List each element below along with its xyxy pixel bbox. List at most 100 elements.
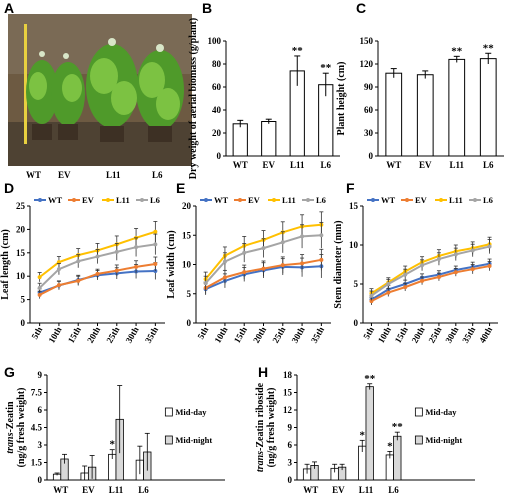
chart-c-ytick-label: 60: [364, 105, 374, 115]
chart-h-ytick-label: 9: [288, 423, 293, 433]
x-tick-label: WT: [386, 160, 401, 170]
data-point-l6: [369, 293, 374, 298]
series-line-l6: [370, 245, 490, 297]
x-tick-label: EV: [332, 485, 345, 495]
data-point-l6: [95, 254, 100, 259]
significance-mark: **: [364, 373, 376, 385]
panel-label-g: G: [4, 364, 15, 380]
data-point-l6: [487, 244, 492, 249]
data-point-l6: [242, 250, 247, 255]
y-axis-title-italic: trans: [255, 451, 266, 472]
panel-label-d: D: [4, 180, 15, 196]
chart-h-ytick-label: 15: [283, 388, 293, 398]
legend-label-l6: L6: [316, 195, 326, 205]
legend-swatch-mid-day: [414, 407, 423, 417]
chart-h-ytick-label: 18: [283, 370, 293, 380]
significance-mark: **: [292, 45, 304, 57]
x-tick-label: L6: [138, 485, 149, 495]
legend-swatch-mid-night: [414, 435, 423, 445]
legend-label-l11: L11: [449, 195, 463, 205]
chart-h-ytick-label: 0: [288, 475, 293, 485]
legend-label-l11: L11: [282, 195, 296, 205]
legend-marker-l11: [272, 198, 276, 202]
data-point-l6: [300, 234, 305, 239]
chart-c-ytick-label: 120: [360, 59, 374, 69]
legend-marker-l11: [439, 198, 443, 202]
data-point-l6: [280, 240, 285, 245]
data-point-ev: [153, 262, 158, 267]
significance-mark: **: [451, 45, 463, 57]
legend-marker-l6: [473, 198, 477, 202]
y-axis-title: Plant height (cm): [336, 62, 347, 136]
chart-c-ytick-label: 30: [364, 128, 374, 138]
chart-g-ytick-label: 9: [38, 370, 43, 380]
photo-label-ev: EV: [58, 170, 71, 180]
data-point-ev: [280, 263, 285, 268]
x-tick-label: WT: [233, 160, 248, 170]
data-point-l6: [153, 242, 158, 247]
legend-label-ev: EV: [248, 195, 261, 205]
legend-marker-wt: [371, 198, 375, 202]
legend-marker-ev: [405, 198, 409, 202]
chart-c-ytick-label: 0: [369, 151, 374, 161]
data-point-ev: [242, 270, 247, 275]
panel-label-c: C: [356, 0, 367, 16]
chart-f-ytick-label: 5: [354, 279, 359, 289]
chart-d-ytick-label: 25: [16, 201, 26, 211]
chart-d-ytick-label: 20: [16, 224, 26, 234]
chart-f-ytick-label: 10: [349, 240, 359, 250]
data-point-ev: [95, 271, 100, 276]
chart-g-ytick-label: 3: [38, 440, 43, 450]
data-point-l6: [114, 249, 119, 254]
chart-c-ytick-label: 150: [360, 36, 374, 46]
plant-photo-drawing: [8, 14, 192, 166]
legend-label-l6: L6: [483, 195, 493, 205]
data-point-l6: [319, 233, 324, 238]
data-point-l6: [453, 252, 458, 257]
data-point-l6: [203, 281, 208, 286]
y-axis-title: trans-Zeatin: [5, 401, 16, 454]
x-tick-label: L11: [290, 160, 305, 170]
significance-mark: **: [320, 62, 332, 74]
legend-label-ev: EV: [415, 195, 428, 205]
data-point-l6: [76, 259, 81, 264]
panel-label-b: B: [202, 0, 213, 16]
y-axis-title-rest: -Zeatin riboside: [255, 382, 266, 451]
data-point-ev: [114, 268, 119, 273]
chart-f-ytick-label: 15: [349, 201, 359, 211]
y-axis-title-units: (ng/g fresh weight): [16, 388, 27, 468]
bar-l11-mid-night: [365, 386, 374, 481]
legend-label-mid-day: Mid-day: [175, 407, 207, 417]
chart-b-ytick-label: 0: [217, 151, 222, 161]
legend-marker-l11: [106, 198, 110, 202]
photo-label-l11: L11: [106, 170, 121, 180]
data-point-ev: [487, 264, 492, 269]
significance-mark: *: [110, 439, 116, 451]
data-point-ev: [420, 278, 425, 283]
significance-mark: **: [392, 421, 404, 433]
data-point-ev: [319, 257, 324, 262]
chart-g-ytick-label: 1.5: [31, 458, 43, 468]
data-point-l6: [261, 246, 266, 251]
chart-g-ytick-label: 4.5: [31, 423, 43, 433]
legend-label-mid-night: Mid-night: [175, 435, 212, 445]
legend-label-mid-night: Mid-night: [425, 435, 462, 445]
chart-b-ytick-label: 20: [212, 128, 222, 138]
y-axis-title: Stem diameter (mm): [333, 220, 344, 308]
photo-label-wt: WT: [26, 170, 42, 180]
y-axis-title-rest: -Zeatin: [5, 401, 16, 433]
data-point-l6: [56, 267, 61, 272]
significance-mark: *: [360, 429, 366, 441]
data-point-ev: [56, 283, 61, 288]
x-tick-label: L6: [320, 160, 331, 170]
y-axis-title: Dry weight of aerial biomass (g/plant): [188, 18, 199, 179]
data-point-ev: [37, 292, 42, 297]
data-point-l6: [37, 285, 42, 290]
bar-l6-mid-night: [393, 435, 402, 481]
significance-mark: *: [387, 440, 393, 452]
